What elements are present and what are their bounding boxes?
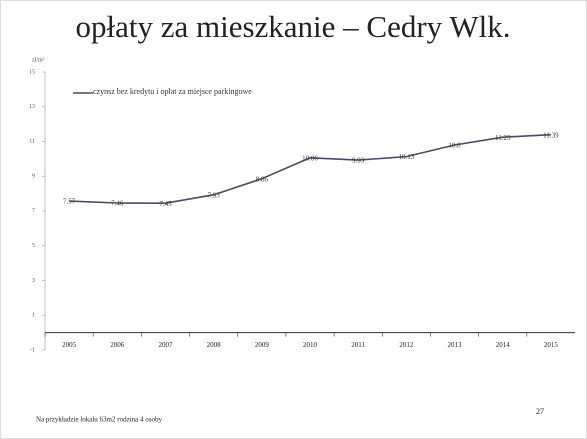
legend: czynsz bez kredytu i opłat za miejsce pa… (93, 87, 252, 96)
chart-title: opłaty za mieszkanie – Cedry Wlk. (75, 9, 510, 44)
y-axis-label: zł/m² (32, 57, 45, 63)
y-tick-label: 13 (29, 104, 35, 110)
y-tick-label: 5 (32, 243, 35, 249)
data-label: 8.86 (256, 175, 269, 183)
y-tick-label: 11 (29, 139, 35, 145)
x-tick-label: 2009 (255, 341, 270, 349)
legend-label: czynsz bez kredytu i opłat za miejsce pa… (93, 87, 252, 96)
y-tick-label: 1 (32, 313, 35, 319)
x-tick-label: 2012 (399, 341, 414, 349)
data-label: 7.93 (208, 191, 221, 199)
data-label: 7.46 (111, 200, 124, 208)
data-label: 10.8 (448, 142, 461, 150)
x-tick-label: 2010 (303, 341, 318, 349)
x-tick-label: 2013 (448, 341, 463, 349)
x-tick-label: 2014 (496, 341, 511, 349)
y-tick-label: 9 (32, 174, 35, 180)
x-tick-label: 2006 (110, 341, 125, 349)
y-tick-label: 15 (29, 69, 35, 75)
x-tick-label: 2011 (351, 341, 365, 349)
y-tick-label: 3 (32, 278, 35, 284)
y-tick-label: 7 (32, 208, 35, 214)
x-tick-label: 2015 (544, 341, 559, 349)
data-label: 7.57 (63, 198, 76, 206)
x-tick-label: 2005 (62, 341, 77, 349)
x-tick-label: 2007 (158, 341, 173, 349)
data-label: 10.06 (302, 154, 318, 162)
data-label: 7.45 (159, 200, 172, 208)
x-tick-label: 2008 (207, 341, 222, 349)
page-number: 27 (536, 407, 544, 416)
data-label: 10.13 (398, 153, 414, 161)
footnote: Na przykładzie lokalu 63m2 rodzina 4 oso… (36, 416, 162, 424)
data-label: 11.25 (495, 134, 511, 142)
y-tick-label: -1 (30, 347, 35, 353)
data-label: 11.39 (543, 131, 559, 139)
data-label: 9.93 (352, 157, 365, 165)
data-line (69, 133, 551, 204)
